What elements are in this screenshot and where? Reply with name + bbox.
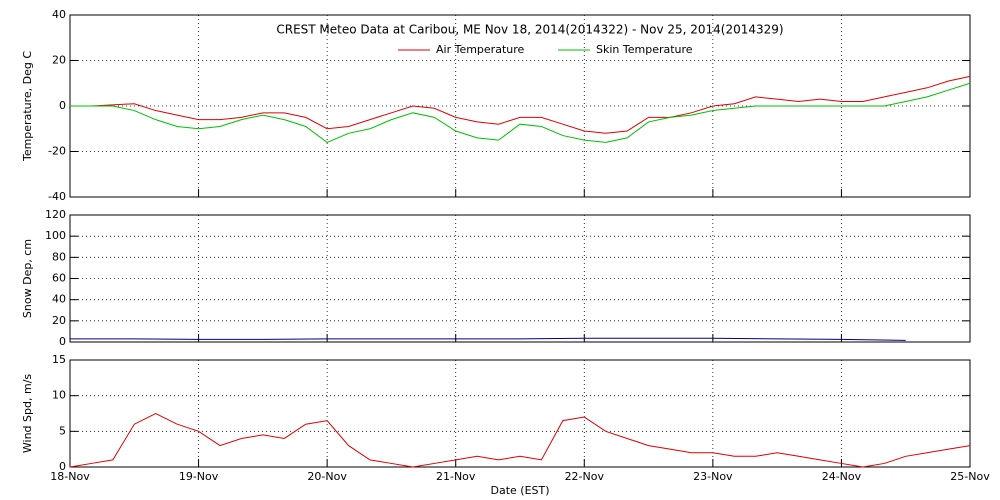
y-tick-label: -20	[48, 145, 66, 158]
x-tick-label: 19-Nov	[179, 470, 219, 483]
series-line	[70, 75, 971, 134]
y-tick-label: 0	[59, 460, 66, 473]
y-axis-label: Snow Dep, cm	[21, 239, 34, 318]
x-tick-label: 23-Nov	[693, 470, 733, 483]
legend-label: Skin Temperature	[596, 43, 693, 56]
y-tick-label: 80	[52, 250, 66, 263]
y-tick-label: 40	[52, 8, 66, 21]
x-tick-label: 22-Nov	[565, 470, 605, 483]
y-tick-label: 20	[52, 54, 66, 67]
x-tick-label: 25-Nov	[950, 470, 990, 483]
y-tick-label: 20	[52, 314, 66, 327]
x-tick-label: 21-Nov	[436, 470, 476, 483]
x-axis-label: Date (EST)	[490, 484, 549, 497]
y-tick-label: 10	[52, 389, 66, 402]
plot-frame	[69, 214, 971, 343]
chart-title: CREST Meteo Data at Caribou, ME Nov 18, …	[276, 23, 783, 37]
legend-label: Air Temperature	[436, 43, 525, 56]
series-line	[69, 412, 971, 468]
y-tick-label: 60	[52, 272, 66, 285]
y-tick-label: -40	[48, 190, 66, 203]
series-line	[70, 337, 906, 341]
y-axis-label: Temperature, Deg C	[21, 51, 34, 162]
y-tick-label: 100	[45, 229, 66, 242]
y-tick-label: 40	[52, 293, 66, 306]
x-tick-label: 24-Nov	[822, 470, 862, 483]
x-tick-label: 20-Nov	[307, 470, 347, 483]
y-tick-label: 15	[52, 353, 66, 366]
x-tick-label: 18-Nov	[50, 470, 90, 483]
y-tick-label: 0	[59, 99, 66, 112]
series-line	[70, 82, 971, 143]
y-tick-label: 5	[59, 424, 66, 437]
y-tick-label: 0	[59, 335, 66, 348]
y-axis-label: Wind Spd, m/s	[21, 374, 34, 454]
y-tick-label: 120	[45, 208, 66, 221]
plot-frame	[69, 359, 971, 468]
